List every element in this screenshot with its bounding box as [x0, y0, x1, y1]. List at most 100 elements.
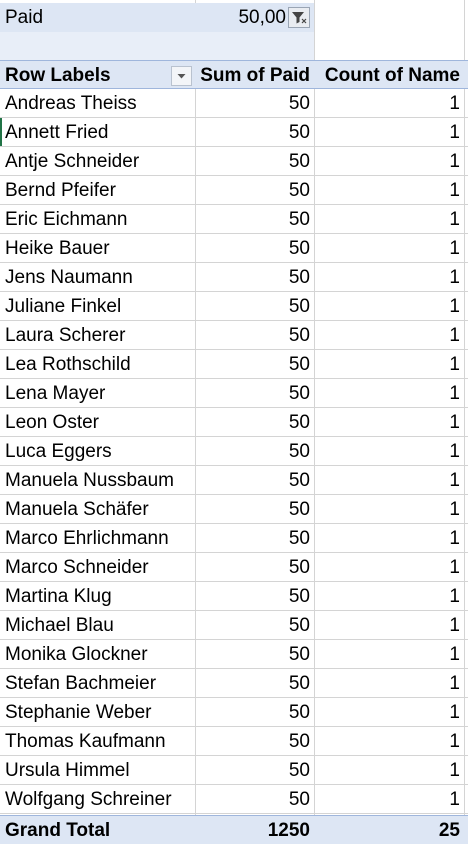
row-label-cell[interactable]: Lena Mayer — [5, 383, 106, 404]
row-label-cell[interactable]: Ursula Himmel — [5, 760, 130, 781]
empty-cell[interactable] — [195, 32, 314, 61]
count-of-name-cell[interactable]: 1 — [449, 441, 460, 462]
table-row: Juliane Finkel 50 1 — [0, 292, 468, 321]
gridline — [0, 378, 468, 379]
row-label-cell[interactable]: Martina Klug — [5, 586, 112, 607]
sum-of-paid-header[interactable]: Sum of Paid — [200, 65, 310, 86]
count-of-name-cell[interactable]: 1 — [449, 702, 460, 723]
row-label-cell[interactable]: Andreas Theiss — [5, 93, 137, 114]
sum-of-paid-cell[interactable]: 50 — [288, 412, 310, 433]
row-label-cell[interactable]: Antje Schneider — [5, 151, 140, 172]
sum-of-paid-cell[interactable]: 50 — [288, 325, 310, 346]
sum-of-paid-cell[interactable]: 50 — [288, 122, 310, 143]
row-label-cell[interactable]: Michael Blau — [5, 615, 114, 636]
sum-of-paid-cell[interactable]: 50 — [288, 644, 310, 665]
sum-of-paid-cell[interactable]: 50 — [288, 267, 310, 288]
row-label-cell[interactable]: Thomas Kaufmann — [5, 731, 166, 752]
count-of-name-cell[interactable]: 1 — [449, 557, 460, 578]
sum-of-paid-cell[interactable]: 50 — [288, 470, 310, 491]
table-row: Manuela Nussbaum 50 1 — [0, 466, 468, 495]
row-label-cell[interactable]: Eric Eichmann — [5, 209, 128, 230]
row-label-cell[interactable]: Marco Ehrlichmann — [5, 528, 169, 549]
filter-field-label[interactable]: Paid — [0, 3, 195, 32]
sum-of-paid-cell[interactable]: 50 — [288, 586, 310, 607]
count-of-name-cell[interactable]: 1 — [449, 615, 460, 636]
gridline — [0, 349, 468, 350]
sum-of-paid-cell[interactable]: 50 — [288, 441, 310, 462]
sum-of-paid-cell[interactable]: 50 — [288, 760, 310, 781]
row-label-cell[interactable]: Jens Naumann — [5, 267, 133, 288]
sum-of-paid-cell[interactable]: 50 — [288, 180, 310, 201]
grand-total-sum[interactable]: 1250 — [267, 820, 310, 841]
table-row: Wolfgang Schreiner 50 1 — [0, 785, 468, 814]
sum-of-paid-cell[interactable]: 50 — [288, 528, 310, 549]
sum-of-paid-cell[interactable]: 50 — [288, 151, 310, 172]
grand-total-count[interactable]: 25 — [438, 820, 460, 841]
table-row: Annett Fried 50 1 — [0, 118, 468, 147]
table-row: Jens Naumann 50 1 — [0, 263, 468, 292]
empty-cell[interactable] — [0, 32, 195, 61]
count-of-name-cell[interactable]: 1 — [449, 151, 460, 172]
count-of-name-cell[interactable]: 1 — [449, 789, 460, 810]
count-of-name-cell[interactable]: 1 — [449, 673, 460, 694]
sum-of-paid-cell[interactable]: 50 — [288, 499, 310, 520]
table-row: Luca Eggers 50 1 — [0, 437, 468, 466]
table-row: Andreas Theiss 50 1 — [0, 89, 468, 118]
grand-total-label[interactable]: Grand Total — [5, 820, 111, 841]
row-label-cell[interactable]: Marco Schneider — [5, 557, 149, 578]
sum-of-paid-cell[interactable]: 50 — [288, 731, 310, 752]
count-of-name-cell[interactable]: 1 — [449, 499, 460, 520]
count-of-name-cell[interactable]: 1 — [449, 731, 460, 752]
count-of-name-cell[interactable]: 1 — [449, 325, 460, 346]
row-label-cell[interactable]: Manuela Nussbaum — [5, 470, 174, 491]
count-of-name-cell[interactable]: 1 — [449, 586, 460, 607]
count-of-name-cell[interactable]: 1 — [449, 209, 460, 230]
count-of-name-cell[interactable]: 1 — [449, 238, 460, 259]
row-label-cell[interactable]: Laura Scherer — [5, 325, 126, 346]
row-labels-dropdown-button[interactable] — [171, 66, 192, 86]
filter-dropdown-button[interactable] — [288, 7, 310, 28]
count-of-name-cell[interactable]: 1 — [449, 93, 460, 114]
count-of-name-cell[interactable]: 1 — [449, 296, 460, 317]
count-of-name-header[interactable]: Count of Name — [324, 65, 460, 86]
sum-of-paid-cell[interactable]: 50 — [288, 789, 310, 810]
count-of-name-cell[interactable]: 1 — [449, 267, 460, 288]
gridline — [0, 755, 468, 756]
count-of-name-cell[interactable]: 1 — [449, 470, 460, 491]
sum-of-paid-cell[interactable]: 50 — [288, 702, 310, 723]
count-of-name-cell[interactable]: 1 — [449, 528, 460, 549]
row-label-cell[interactable]: Luca Eggers — [5, 441, 112, 462]
sum-of-paid-cell[interactable]: 50 — [288, 615, 310, 636]
sum-of-paid-cell[interactable]: 50 — [288, 93, 310, 114]
row-label-cell[interactable]: Monika Glockner — [5, 644, 148, 665]
count-of-name-cell[interactable]: 1 — [449, 760, 460, 781]
sum-of-paid-cell[interactable]: 50 — [288, 557, 310, 578]
row-label-cell[interactable]: Stefan Bachmeier — [5, 673, 157, 694]
count-of-name-cell[interactable]: 1 — [449, 354, 460, 375]
sum-of-paid-cell[interactable]: 50 — [288, 354, 310, 375]
sum-of-paid-cell[interactable]: 50 — [288, 383, 310, 404]
sum-of-paid-cell[interactable]: 50 — [288, 238, 310, 259]
row-label-cell[interactable]: Heike Bauer — [5, 238, 110, 259]
sum-of-paid-cell[interactable]: 50 — [288, 296, 310, 317]
gridline — [195, 0, 196, 844]
row-labels-header[interactable]: Row Labels — [5, 65, 111, 86]
count-of-name-cell[interactable]: 1 — [449, 122, 460, 143]
count-of-name-cell[interactable]: 1 — [449, 180, 460, 201]
count-of-name-cell[interactable]: 1 — [449, 412, 460, 433]
row-label-cell[interactable]: Bernd Pfeifer — [5, 180, 116, 201]
row-label-cell[interactable]: Annett Fried — [5, 122, 109, 143]
row-label-cell[interactable]: Manuela Schäfer — [5, 499, 149, 520]
row-label-cell[interactable]: Lea Rothschild — [5, 354, 131, 375]
row-label-cell[interactable]: Stephanie Weber — [5, 702, 152, 723]
pivot-header-row: Row Labels Sum of Paid Count of Name — [0, 60, 468, 89]
sum-of-paid-cell[interactable]: 50 — [288, 673, 310, 694]
count-of-name-cell[interactable]: 1 — [449, 383, 460, 404]
row-label-cell[interactable]: Wolfgang Schreiner — [5, 789, 172, 810]
gridline — [314, 0, 315, 844]
row-label-cell[interactable]: Leon Oster — [5, 412, 99, 433]
sum-of-paid-cell[interactable]: 50 — [288, 209, 310, 230]
row-label-cell[interactable]: Juliane Finkel — [5, 296, 122, 317]
count-of-name-cell[interactable]: 1 — [449, 644, 460, 665]
table-row: Michael Blau 50 1 — [0, 611, 468, 640]
